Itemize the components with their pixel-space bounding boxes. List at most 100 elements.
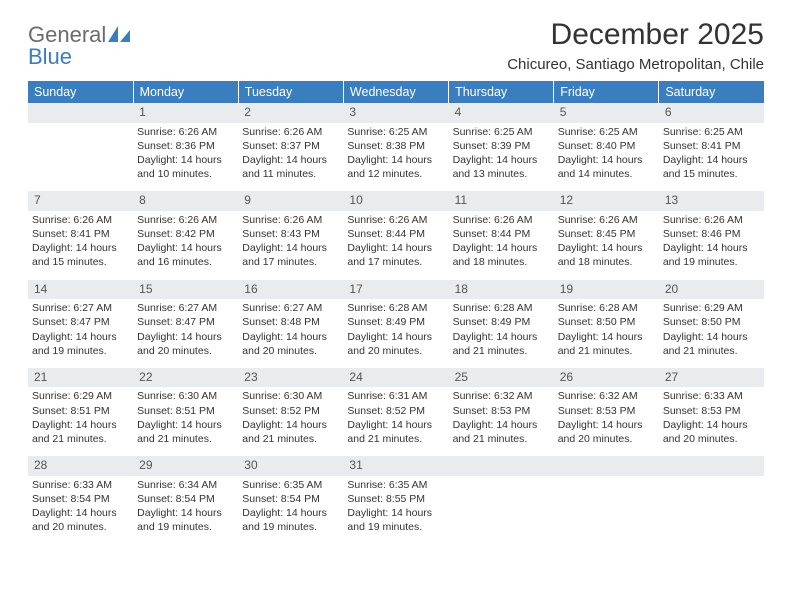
day1-text: Daylight: 14 hours: [663, 153, 760, 167]
sunrise-text: Sunrise: 6:26 AM: [453, 213, 550, 227]
day1-text: Daylight: 14 hours: [558, 153, 655, 167]
day-detail-row: Sunrise: 6:26 AM Sunset: 8:36 PM Daylight:…: [28, 123, 764, 191]
sunrise-text: Sunrise: 6:26 AM: [347, 213, 444, 227]
day1-text: Daylight: 14 hours: [558, 418, 655, 432]
sunrise-text: Sunrise: 6:31 AM: [347, 389, 444, 403]
logo: General Blue: [28, 24, 130, 68]
day-number: 17: [343, 279, 448, 300]
sunset-text: Sunset: 8:50 PM: [663, 315, 760, 329]
day-cell: [659, 476, 764, 544]
sunset-text: Sunset: 8:41 PM: [663, 139, 760, 153]
sunset-text: Sunset: 8:51 PM: [32, 404, 129, 418]
weekday-header: Saturday: [659, 81, 764, 103]
sunset-text: Sunset: 8:48 PM: [242, 315, 339, 329]
sunrise-text: Sunrise: 6:25 AM: [347, 125, 444, 139]
day2-text: and 15 minutes.: [663, 167, 760, 181]
sunset-text: Sunset: 8:45 PM: [558, 227, 655, 241]
day-cell: Sunrise: 6:27 AMSunset: 8:47 PMDaylight:…: [133, 299, 238, 367]
sunset-text: Sunset: 8:52 PM: [347, 404, 444, 418]
day-number: [449, 455, 554, 476]
weekday-header: Monday: [133, 81, 238, 103]
day-cell: Sunrise: 6:26 AMSunset: 8:44 PMDaylight:…: [449, 211, 554, 279]
sunrise-text: Sunrise: 6:28 AM: [347, 301, 444, 315]
day-cell: Sunrise: 6:30 AMSunset: 8:52 PMDaylight:…: [238, 387, 343, 455]
day1-text: Daylight: 14 hours: [242, 153, 339, 167]
day-number: 4: [449, 103, 554, 123]
day-cell: Sunrise: 6:25 AMSunset: 8:41 PMDaylight:…: [659, 123, 764, 191]
day-cell: [28, 123, 133, 191]
day2-text: and 21 minutes.: [32, 432, 129, 446]
sunset-text: Sunset: 8:53 PM: [558, 404, 655, 418]
day1-text: Daylight: 14 hours: [242, 241, 339, 255]
day-cell: Sunrise: 6:33 AMSunset: 8:53 PMDaylight:…: [659, 387, 764, 455]
day-cell: Sunrise: 6:30 AMSunset: 8:51 PMDaylight:…: [133, 387, 238, 455]
sunset-text: Sunset: 8:53 PM: [453, 404, 550, 418]
weekday-header: Tuesday: [238, 81, 343, 103]
day1-text: Daylight: 14 hours: [242, 506, 339, 520]
day1-text: Daylight: 14 hours: [137, 330, 234, 344]
sunrise-text: Sunrise: 6:27 AM: [32, 301, 129, 315]
weekday-header: Sunday: [28, 81, 133, 103]
sunrise-text: Sunrise: 6:35 AM: [242, 478, 339, 492]
day2-text: and 15 minutes.: [32, 255, 129, 269]
sunrise-text: Sunrise: 6:28 AM: [558, 301, 655, 315]
day-number-row: 123456: [28, 103, 764, 123]
day-cell: Sunrise: 6:25 AMSunset: 8:38 PMDaylight:…: [343, 123, 448, 191]
sunrise-text: Sunrise: 6:26 AM: [32, 213, 129, 227]
day-number: 1: [133, 103, 238, 123]
day2-text: and 18 minutes.: [558, 255, 655, 269]
day1-text: Daylight: 14 hours: [453, 330, 550, 344]
day-number: 2: [238, 103, 343, 123]
sunrise-text: Sunrise: 6:26 AM: [242, 213, 339, 227]
day1-text: Daylight: 14 hours: [32, 241, 129, 255]
day2-text: and 20 minutes.: [347, 344, 444, 358]
calendar-page: General Blue December 2025 Chicureo, San…: [0, 0, 792, 562]
day1-text: Daylight: 14 hours: [347, 241, 444, 255]
sunrise-text: Sunrise: 6:26 AM: [242, 125, 339, 139]
day-number: 23: [238, 367, 343, 388]
day-number: 16: [238, 279, 343, 300]
location: Chicureo, Santiago Metropolitan, Chile: [507, 56, 764, 73]
day1-text: Daylight: 14 hours: [242, 418, 339, 432]
day-cell: Sunrise: 6:27 AMSunset: 8:47 PMDaylight:…: [28, 299, 133, 367]
day-number: 24: [343, 367, 448, 388]
day2-text: and 13 minutes.: [453, 167, 550, 181]
day2-text: and 11 minutes.: [242, 167, 339, 181]
sunset-text: Sunset: 8:52 PM: [242, 404, 339, 418]
sunset-text: Sunset: 8:43 PM: [242, 227, 339, 241]
day-cell: Sunrise: 6:25 AMSunset: 8:40 PMDaylight:…: [554, 123, 659, 191]
day1-text: Daylight: 14 hours: [347, 506, 444, 520]
day-cell: Sunrise: 6:32 AMSunset: 8:53 PMDaylight:…: [554, 387, 659, 455]
day-cell: Sunrise: 6:34 AMSunset: 8:54 PMDaylight:…: [133, 476, 238, 544]
sunrise-text: Sunrise: 6:26 AM: [558, 213, 655, 227]
day-cell: Sunrise: 6:31 AMSunset: 8:52 PMDaylight:…: [343, 387, 448, 455]
day-number: 21: [28, 367, 133, 388]
day-cell: Sunrise: 6:26 AMSunset: 8:42 PMDaylight:…: [133, 211, 238, 279]
day-detail-row: Sunrise: 6:27 AMSunset: 8:47 PM Daylight:…: [28, 299, 764, 367]
sunset-text: Sunset: 8:47 PM: [32, 315, 129, 329]
day-number: 19: [554, 279, 659, 300]
day2-text: and 19 minutes.: [137, 520, 234, 534]
day-cell: Sunrise: 6:28 AMSunset: 8:49 PMDaylight:…: [449, 299, 554, 367]
sunrise-text: Sunrise: 6:33 AM: [32, 478, 129, 492]
day-cell: Sunrise: 6:29 AMSunset: 8:50 PMDaylight:…: [659, 299, 764, 367]
day2-text: and 21 minutes.: [347, 432, 444, 446]
day1-text: Daylight: 14 hours: [242, 330, 339, 344]
day-number: 27: [659, 367, 764, 388]
day-cell: Sunrise: 6:35 AMSunset: 8:54 PMDaylight:…: [238, 476, 343, 544]
sunset-text: Sunset: 8:53 PM: [663, 404, 760, 418]
day-number: 14: [28, 279, 133, 300]
day2-text: and 20 minutes.: [32, 520, 129, 534]
sunrise-text: Sunrise: 6:25 AM: [663, 125, 760, 139]
sunset-text: Sunset: 8:50 PM: [558, 315, 655, 329]
day2-text: and 20 minutes.: [242, 344, 339, 358]
day-cell: Sunrise: 6:26 AMSunset: 8:37 PMDaylight:…: [238, 123, 343, 191]
day1-text: Daylight: 14 hours: [558, 330, 655, 344]
weekday-header: Thursday: [449, 81, 554, 103]
day-number: [554, 455, 659, 476]
day-number: 3: [343, 103, 448, 123]
sunset-text: Sunset: 8:36 PM: [137, 139, 234, 153]
day1-text: Daylight: 14 hours: [558, 241, 655, 255]
day-number-row: 14151617181920: [28, 279, 764, 300]
day2-text: and 19 minutes.: [242, 520, 339, 534]
